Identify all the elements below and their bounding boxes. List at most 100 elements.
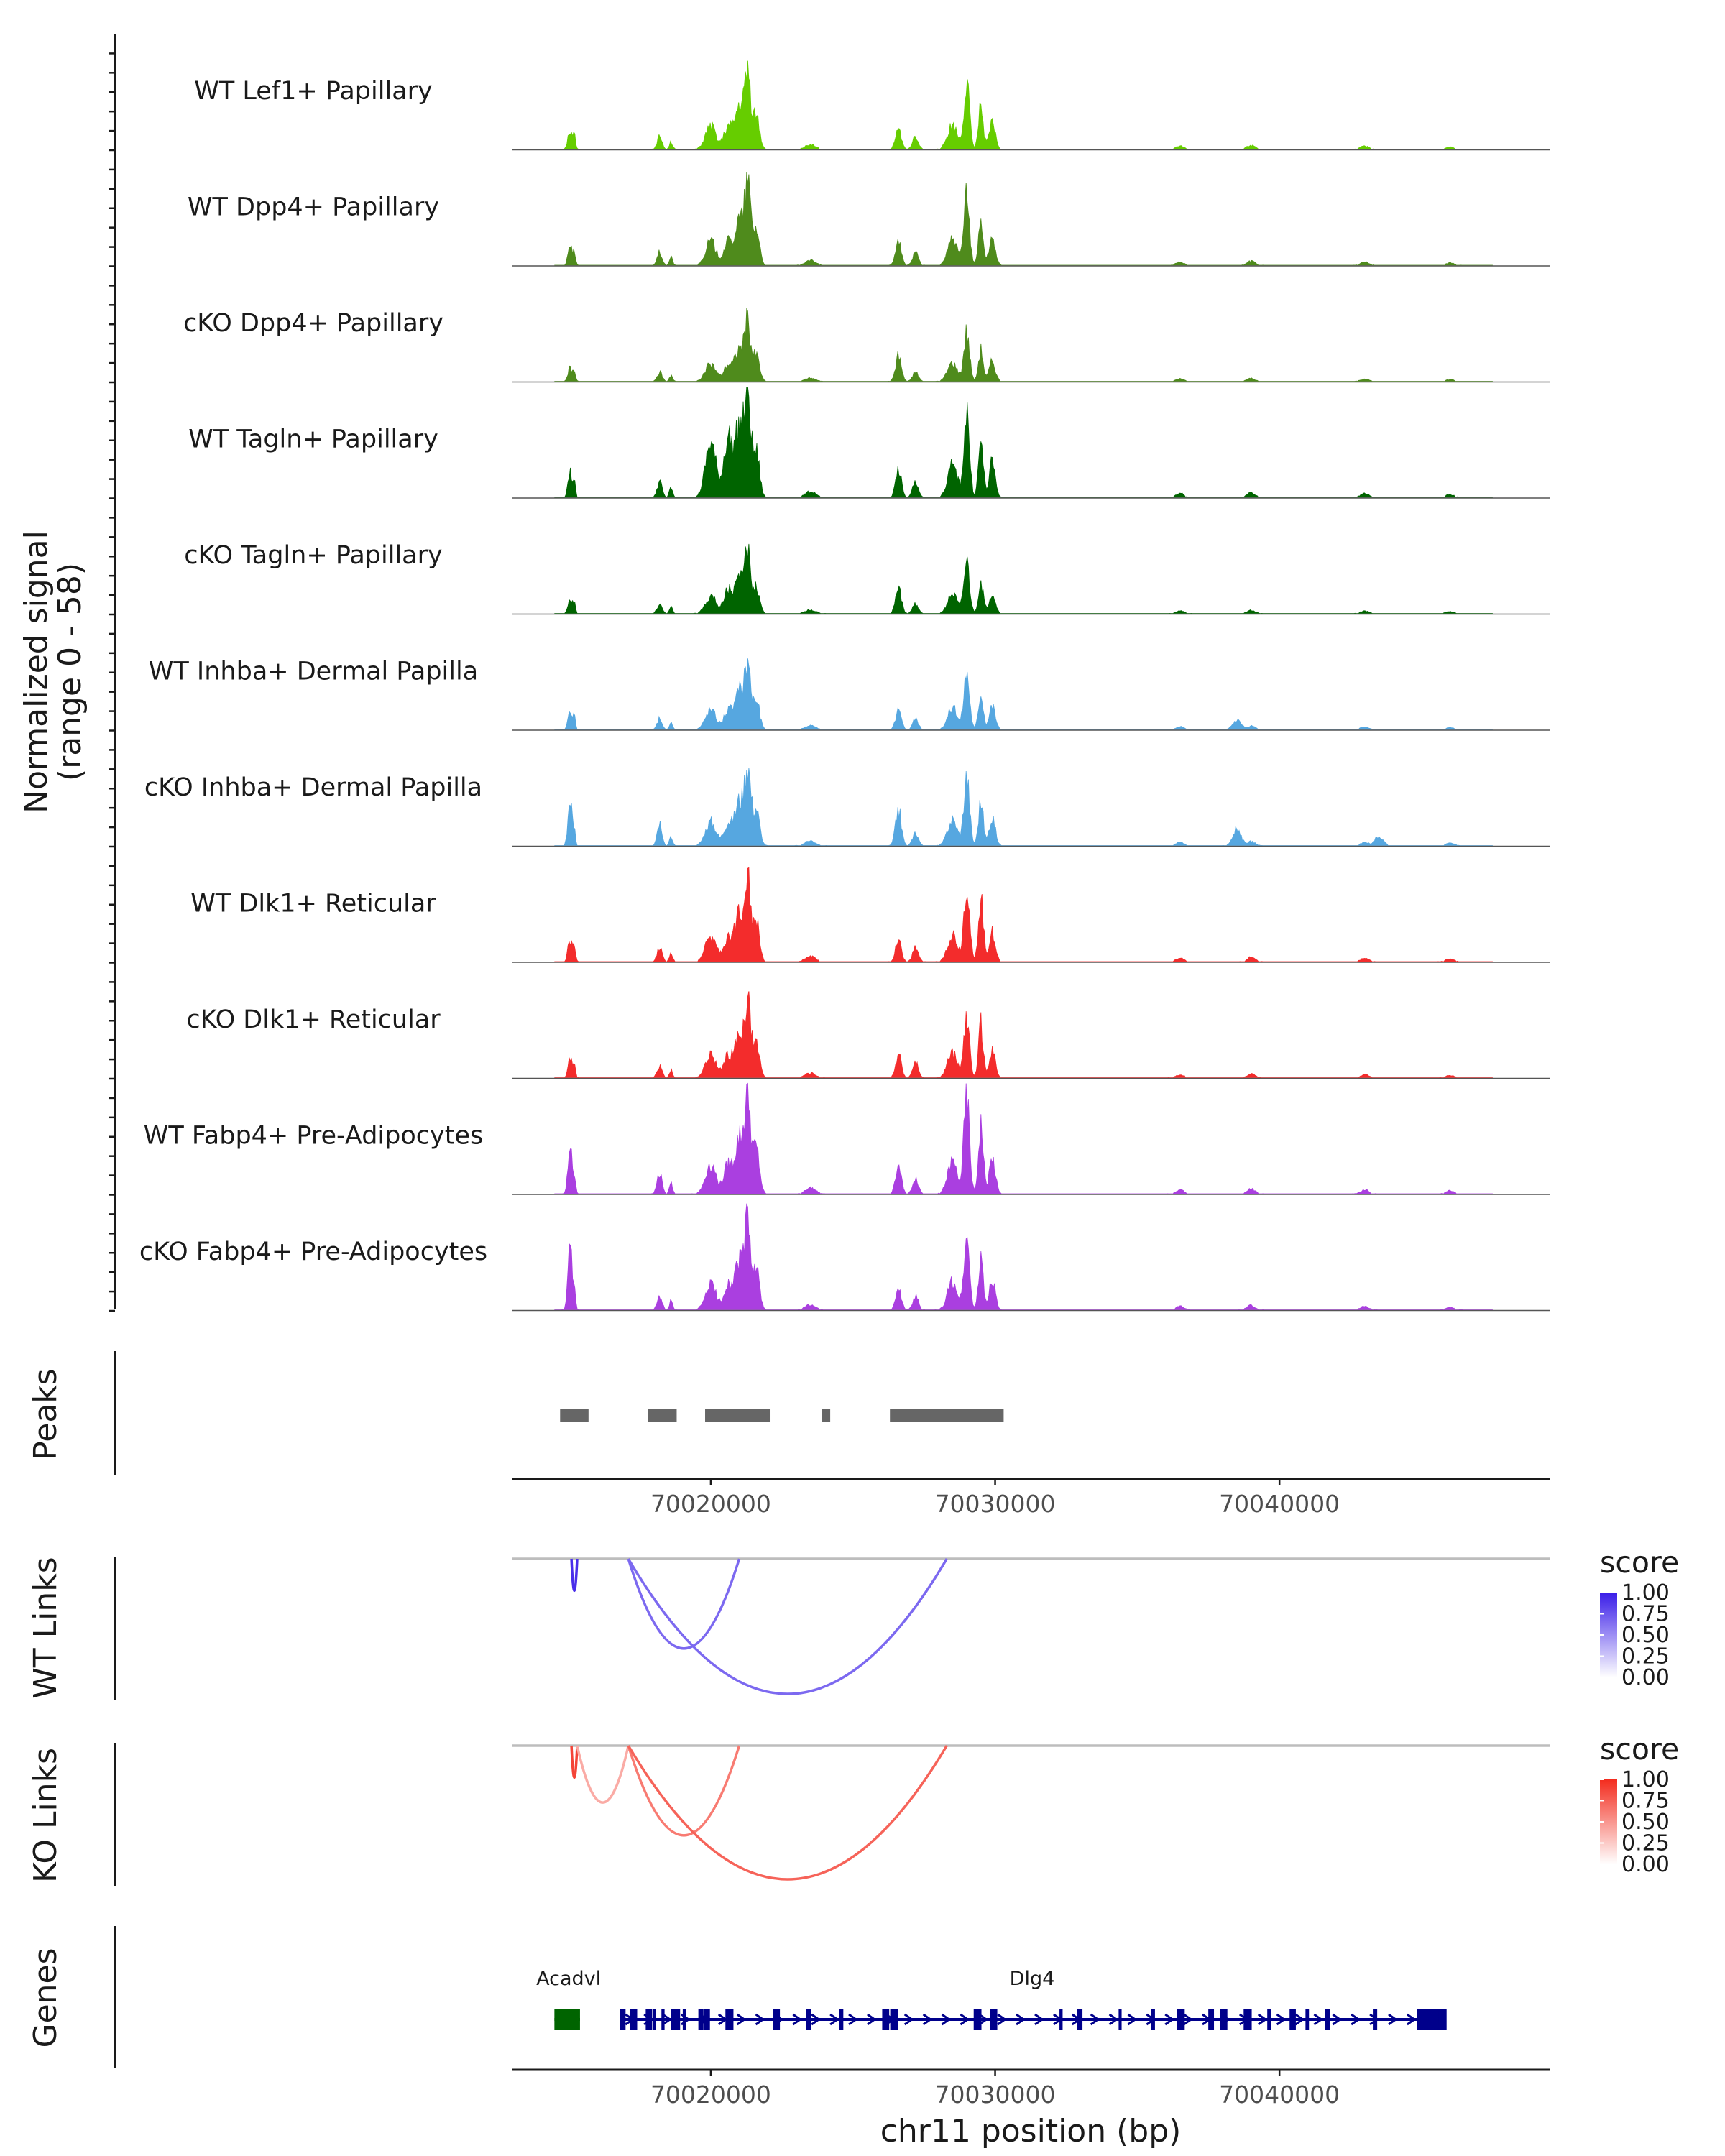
coverage-area [554, 387, 1493, 498]
x-tick-label: 70020000 [650, 2081, 771, 2109]
strand-chevron [829, 2013, 840, 2026]
links-label: KO Links [27, 1748, 64, 1883]
coverage-area [554, 768, 1493, 846]
gene-exon [1305, 2009, 1310, 2030]
strand-chevron [1276, 2013, 1287, 2026]
coverage-track: cKO Dpp4+ Papillary [183, 308, 1550, 383]
track-label: cKO Dlk1+ Reticular [186, 1005, 441, 1034]
strand-chevron [1388, 2013, 1398, 2026]
strand-chevron [792, 2013, 802, 2026]
gene-model: Dlg4 [620, 1968, 1447, 2030]
strand-chevron [978, 2013, 988, 2026]
strand-chevron [1090, 2013, 1100, 2026]
gene-exon [990, 2009, 998, 2030]
gene-exon [1059, 2009, 1063, 2030]
link-arc [627, 1745, 948, 1881]
coverage-tracks: WT Lef1+ Papillary WT Dpp4+ Papillary cKO … [139, 60, 1550, 1312]
legend-title: score [1600, 1545, 1679, 1580]
strand-chevron [1034, 2013, 1044, 2026]
legend-tick-label: 0.00 [1622, 1852, 1670, 1877]
gene-exon [1177, 2009, 1185, 2030]
gene-exon [1417, 2009, 1439, 2030]
coverage-track: WT Fabp4+ Pre-Adipocytes [144, 1082, 1550, 1195]
strand-chevron [1332, 2013, 1342, 2026]
link-arc [627, 1745, 741, 1837]
link-arc [576, 1745, 630, 1804]
coverage-y-axis [109, 34, 116, 1312]
legend-tick-label: 1.00 [1622, 1580, 1670, 1606]
legend-tick-label: 0.25 [1622, 1831, 1670, 1856]
strand-chevron [1016, 2013, 1026, 2026]
strand-chevron [1108, 2013, 1119, 2026]
coverage-area [554, 991, 1493, 1078]
gene-exon [1373, 2009, 1378, 2030]
gene-exon [629, 2009, 638, 2030]
strand-chevron [1313, 2013, 1324, 2026]
strand-chevron [848, 2013, 858, 2026]
coverage-track: cKO Dlk1+ Reticular [186, 991, 1550, 1079]
track-label: WT Inhba+ Dermal Papilla [149, 658, 478, 686]
gene-exon [661, 2009, 665, 2030]
coverage-track: WT Dpp4+ Papillary [188, 172, 1550, 267]
strand-chevron [662, 2013, 672, 2026]
coverage-area [554, 308, 1493, 382]
coverage-track: WT Lef1+ Papillary [194, 60, 1550, 151]
legend-tick-label: 0.50 [1622, 1623, 1670, 1648]
track-label: WT Dlk1+ Reticular [190, 890, 436, 918]
genes-panel: Genes Acadvl Dlg4 70020000 70030000 7004000… [27, 1926, 1550, 2150]
gene-exon [1151, 2009, 1155, 2030]
gene-exon [554, 2009, 561, 2030]
strand-chevron [1257, 2013, 1268, 2026]
links-label: WT Links [27, 1557, 64, 1698]
peaks-panel: Peaks 70020000 70030000 70040000 [27, 1351, 1550, 1518]
x-tick-label: 70030000 [935, 1490, 1056, 1518]
legend-tick-label: 0.75 [1622, 1789, 1670, 1814]
coverage-area [554, 60, 1493, 149]
strand-chevron [736, 2013, 747, 2026]
x-tick-label: 70040000 [1219, 1490, 1340, 1518]
gene-label: Acadvl [536, 1968, 601, 1990]
coverage-track: cKO Inhba+ Dermal Papilla [144, 768, 1550, 847]
gene-exon [773, 2009, 781, 2030]
gene-exon [671, 2009, 681, 2030]
gene-exon [806, 2009, 811, 2030]
link-arc [570, 1558, 579, 1593]
gene-exon [1289, 2009, 1296, 2030]
coverage-area [554, 172, 1493, 266]
x-axis-title: chr11 position (bp) [880, 2113, 1182, 2150]
legend-tick-label: 0.75 [1622, 1602, 1670, 1627]
strand-chevron [1183, 2013, 1193, 2026]
gene-exon [1208, 2009, 1215, 2030]
track-label: cKO Fabp4+ Pre-Adipocytes [139, 1238, 487, 1266]
strand-chevron [960, 2013, 970, 2026]
gene-exon [1118, 2009, 1122, 2030]
coverage-track: WT Tagln+ Papillary [188, 387, 1550, 499]
gene-exon [704, 2009, 710, 2030]
legend-tick-label: 0.50 [1622, 1810, 1670, 1835]
peak-region [705, 1409, 771, 1422]
track-label: cKO Dpp4+ Papillary [183, 309, 443, 338]
strand-chevron [922, 2013, 933, 2026]
peak-region [560, 1409, 589, 1422]
gene-exon [973, 2009, 982, 2030]
coverage-area [554, 658, 1493, 730]
coverage-area [554, 1082, 1493, 1194]
gene-exon [1325, 2009, 1330, 2030]
gene-model: Acadvl [536, 1968, 601, 2030]
coverage-y-label: Normalized signal [18, 530, 55, 814]
coverage-area [554, 543, 1493, 614]
strand-chevron [1127, 2013, 1138, 2026]
legend-title: score [1600, 1732, 1679, 1766]
gene-exon [882, 2009, 890, 2030]
link-arc [570, 1745, 579, 1779]
track-label: WT Lef1+ Papillary [194, 77, 433, 106]
gene-exon [653, 2009, 656, 2030]
coverage-track: WT Dlk1+ Reticular [190, 867, 1550, 963]
genes-label: Genes [27, 1948, 64, 2047]
strand-chevron [997, 2013, 1007, 2026]
track-label: WT Dpp4+ Papillary [188, 193, 439, 222]
gene-exon [890, 2009, 898, 2030]
gene-exon [1267, 2009, 1271, 2030]
